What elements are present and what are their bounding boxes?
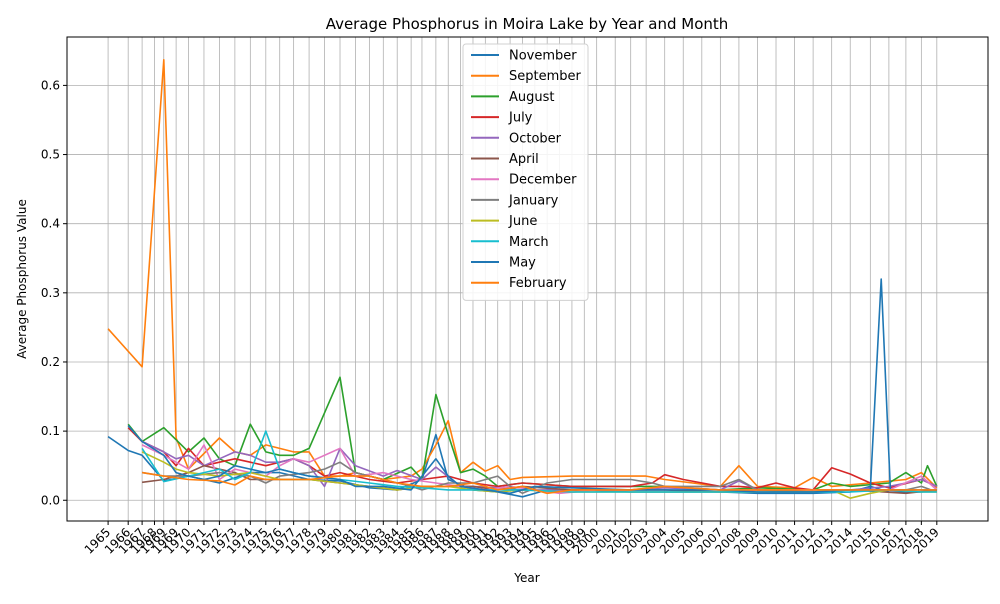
legend-entry-march: March [509,235,549,250]
y-axis-label: Average Phosphorus Value [15,199,29,359]
y-tick-label: 0.0 [41,493,60,507]
legend-entry-february: February [509,276,567,291]
legend-entry-august: August [509,90,555,105]
series-line-january [141,461,938,495]
series-line-february [141,471,937,495]
legend-box [462,43,589,301]
y-tick-label: 0.6 [41,78,60,92]
y-tick-label: 0.4 [41,217,60,231]
legend-entry-january: January [508,193,559,208]
legend-entry-april: April [509,152,539,167]
series-line-march [141,430,937,493]
legend: November September August July October April D… [462,43,589,301]
x-gridlines [107,37,938,521]
legend-entry-september: September [509,69,582,84]
y-tick-label: 0.5 [41,148,60,162]
y-axis-ticks: 0.0 0.1 0.2 0.3 0.4 0.5 0.6 [41,78,67,507]
legend-entry-october: October [509,131,562,146]
x-axis-ticks: 1965196619671968196919691970197119721973… [82,521,942,557]
legend-entry-june: June [508,214,537,229]
y-tick-label: 0.2 [41,355,60,369]
y-tick-label: 0.3 [41,286,60,300]
series-layer [107,59,938,499]
x-axis-label: Year [513,571,539,585]
legend-entry-november: November [509,49,577,64]
plot-frame [66,36,989,522]
chart-title: Average Phosphorus in Moira Lake by Year… [326,15,729,33]
series-line-may [127,278,937,495]
legend-entry-december: December [509,173,577,188]
legend-entry-july: July [508,111,533,126]
legend-entry-may: May [509,256,536,271]
series-line-june [141,451,937,499]
y-tick-label: 0.1 [41,424,60,438]
series-line-july [127,427,938,491]
